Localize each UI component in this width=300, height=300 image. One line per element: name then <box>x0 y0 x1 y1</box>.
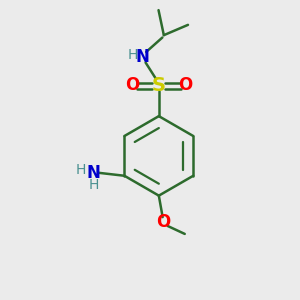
Text: N: N <box>87 164 100 182</box>
Text: H: H <box>88 178 99 192</box>
Text: O: O <box>178 76 193 94</box>
Text: S: S <box>152 76 166 95</box>
Text: H: H <box>76 163 86 177</box>
Text: N: N <box>136 48 150 66</box>
Text: O: O <box>156 212 170 230</box>
Text: O: O <box>125 76 140 94</box>
Text: H: H <box>128 48 138 62</box>
